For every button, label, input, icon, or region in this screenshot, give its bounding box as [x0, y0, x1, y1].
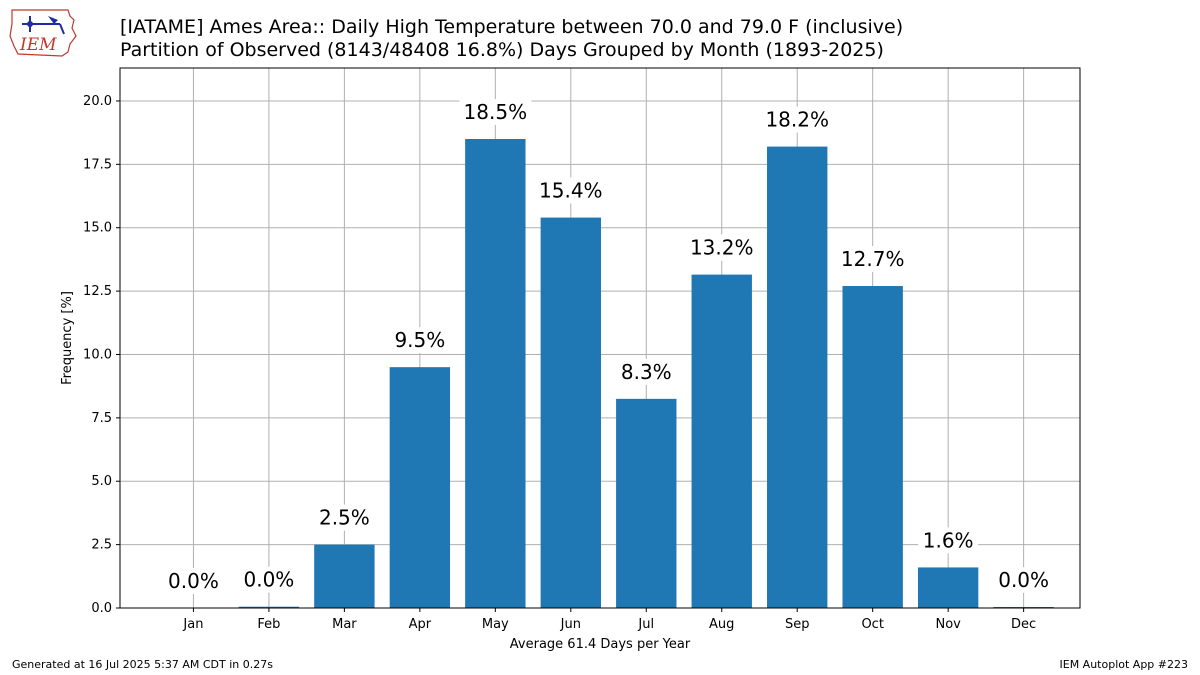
- y-tick-label: 17.5: [83, 157, 112, 172]
- bar: [767, 146, 828, 608]
- data-label: 13.2%: [690, 236, 754, 260]
- data-label-background: [534, 177, 607, 204]
- y-tick-label: 12.5: [83, 284, 112, 299]
- x-tick-label: Mar: [332, 617, 357, 632]
- bar: [616, 398, 677, 608]
- x-tick-label: Jan: [182, 617, 203, 632]
- data-label: 0.0%: [998, 568, 1049, 592]
- x-tick-label: Oct: [861, 617, 883, 632]
- data-label-background: [459, 98, 532, 125]
- y-tick-label: 2.5: [91, 538, 112, 553]
- data-label-background: [616, 358, 677, 385]
- x-tick-label: Sep: [785, 617, 810, 632]
- x-tick-label: Jun: [560, 617, 581, 632]
- y-tick-label: 15.0: [83, 221, 112, 236]
- autoplot-app-id: IEM Autoplot App #223: [1059, 658, 1189, 671]
- data-label-background: [761, 106, 834, 133]
- logo-text: IEM: [19, 35, 57, 55]
- bar: [691, 274, 752, 608]
- data-label-background: [836, 246, 909, 273]
- data-label: 15.4%: [539, 179, 603, 203]
- y-tick-label: 0.0: [91, 601, 112, 616]
- data-label: 8.3%: [621, 360, 672, 384]
- chart-title-line-2: Partition of Observed (8143/48408 16.8%)…: [120, 39, 884, 61]
- bar: [917, 567, 979, 608]
- y-tick-label: 5.0: [91, 474, 112, 489]
- data-label: 0.0%: [168, 569, 219, 593]
- x-tick-label: Jul: [637, 617, 654, 632]
- plot-frame: [119, 67, 1081, 609]
- data-label: 12.7%: [841, 247, 905, 271]
- iem-logo: IEM: [8, 6, 80, 58]
- x-tick-label: Nov: [935, 617, 961, 632]
- y-axis-label: Frequency [%]: [60, 291, 75, 385]
- bar: [540, 217, 601, 609]
- bar-chart: 0.0% 0.0% 2.5% 9.5% 18.5% 15.4% 8.3% 13.2% 18.2%…: [60, 67, 1081, 652]
- x-tick-label: Apr: [409, 617, 432, 632]
- bar: [465, 138, 526, 609]
- x-tick-label: May: [482, 617, 509, 632]
- bar: [842, 286, 903, 608]
- data-label-background: [163, 568, 224, 594]
- data-label: 18.5%: [464, 100, 528, 124]
- data-label-background: [918, 527, 979, 554]
- y-tick-label: 10.0: [83, 347, 112, 362]
- y-tick-label: 20.0: [83, 94, 112, 109]
- data-label-background: [389, 327, 450, 354]
- x-axis-label: Average 61.4 Days per Year: [510, 637, 691, 652]
- x-tick-label: Aug: [709, 617, 734, 632]
- data-label-background: [993, 566, 1054, 593]
- generated-timestamp: Generated at 16 Jul 2025 5:37 AM CDT in …: [12, 658, 273, 671]
- chart-title-line-1: [IATAME] Ames Area:: Daily High Temperat…: [120, 16, 904, 38]
- data-label: 1.6%: [923, 528, 974, 552]
- x-tick-label: Dec: [1011, 617, 1036, 632]
- data-label-background: [238, 566, 299, 593]
- data-label: 0.0%: [244, 568, 295, 592]
- bar: [238, 606, 300, 608]
- data-label-background: [685, 234, 758, 261]
- x-tick-label: Feb: [257, 617, 280, 632]
- data-label: 2.5%: [319, 506, 370, 530]
- data-label: 18.2%: [765, 108, 829, 132]
- bar: [314, 544, 375, 608]
- data-label-background: [314, 504, 375, 531]
- bar: [993, 606, 1054, 608]
- data-label: 9.5%: [394, 328, 445, 352]
- bar: [389, 367, 451, 608]
- y-tick-label: 7.5: [91, 411, 112, 426]
